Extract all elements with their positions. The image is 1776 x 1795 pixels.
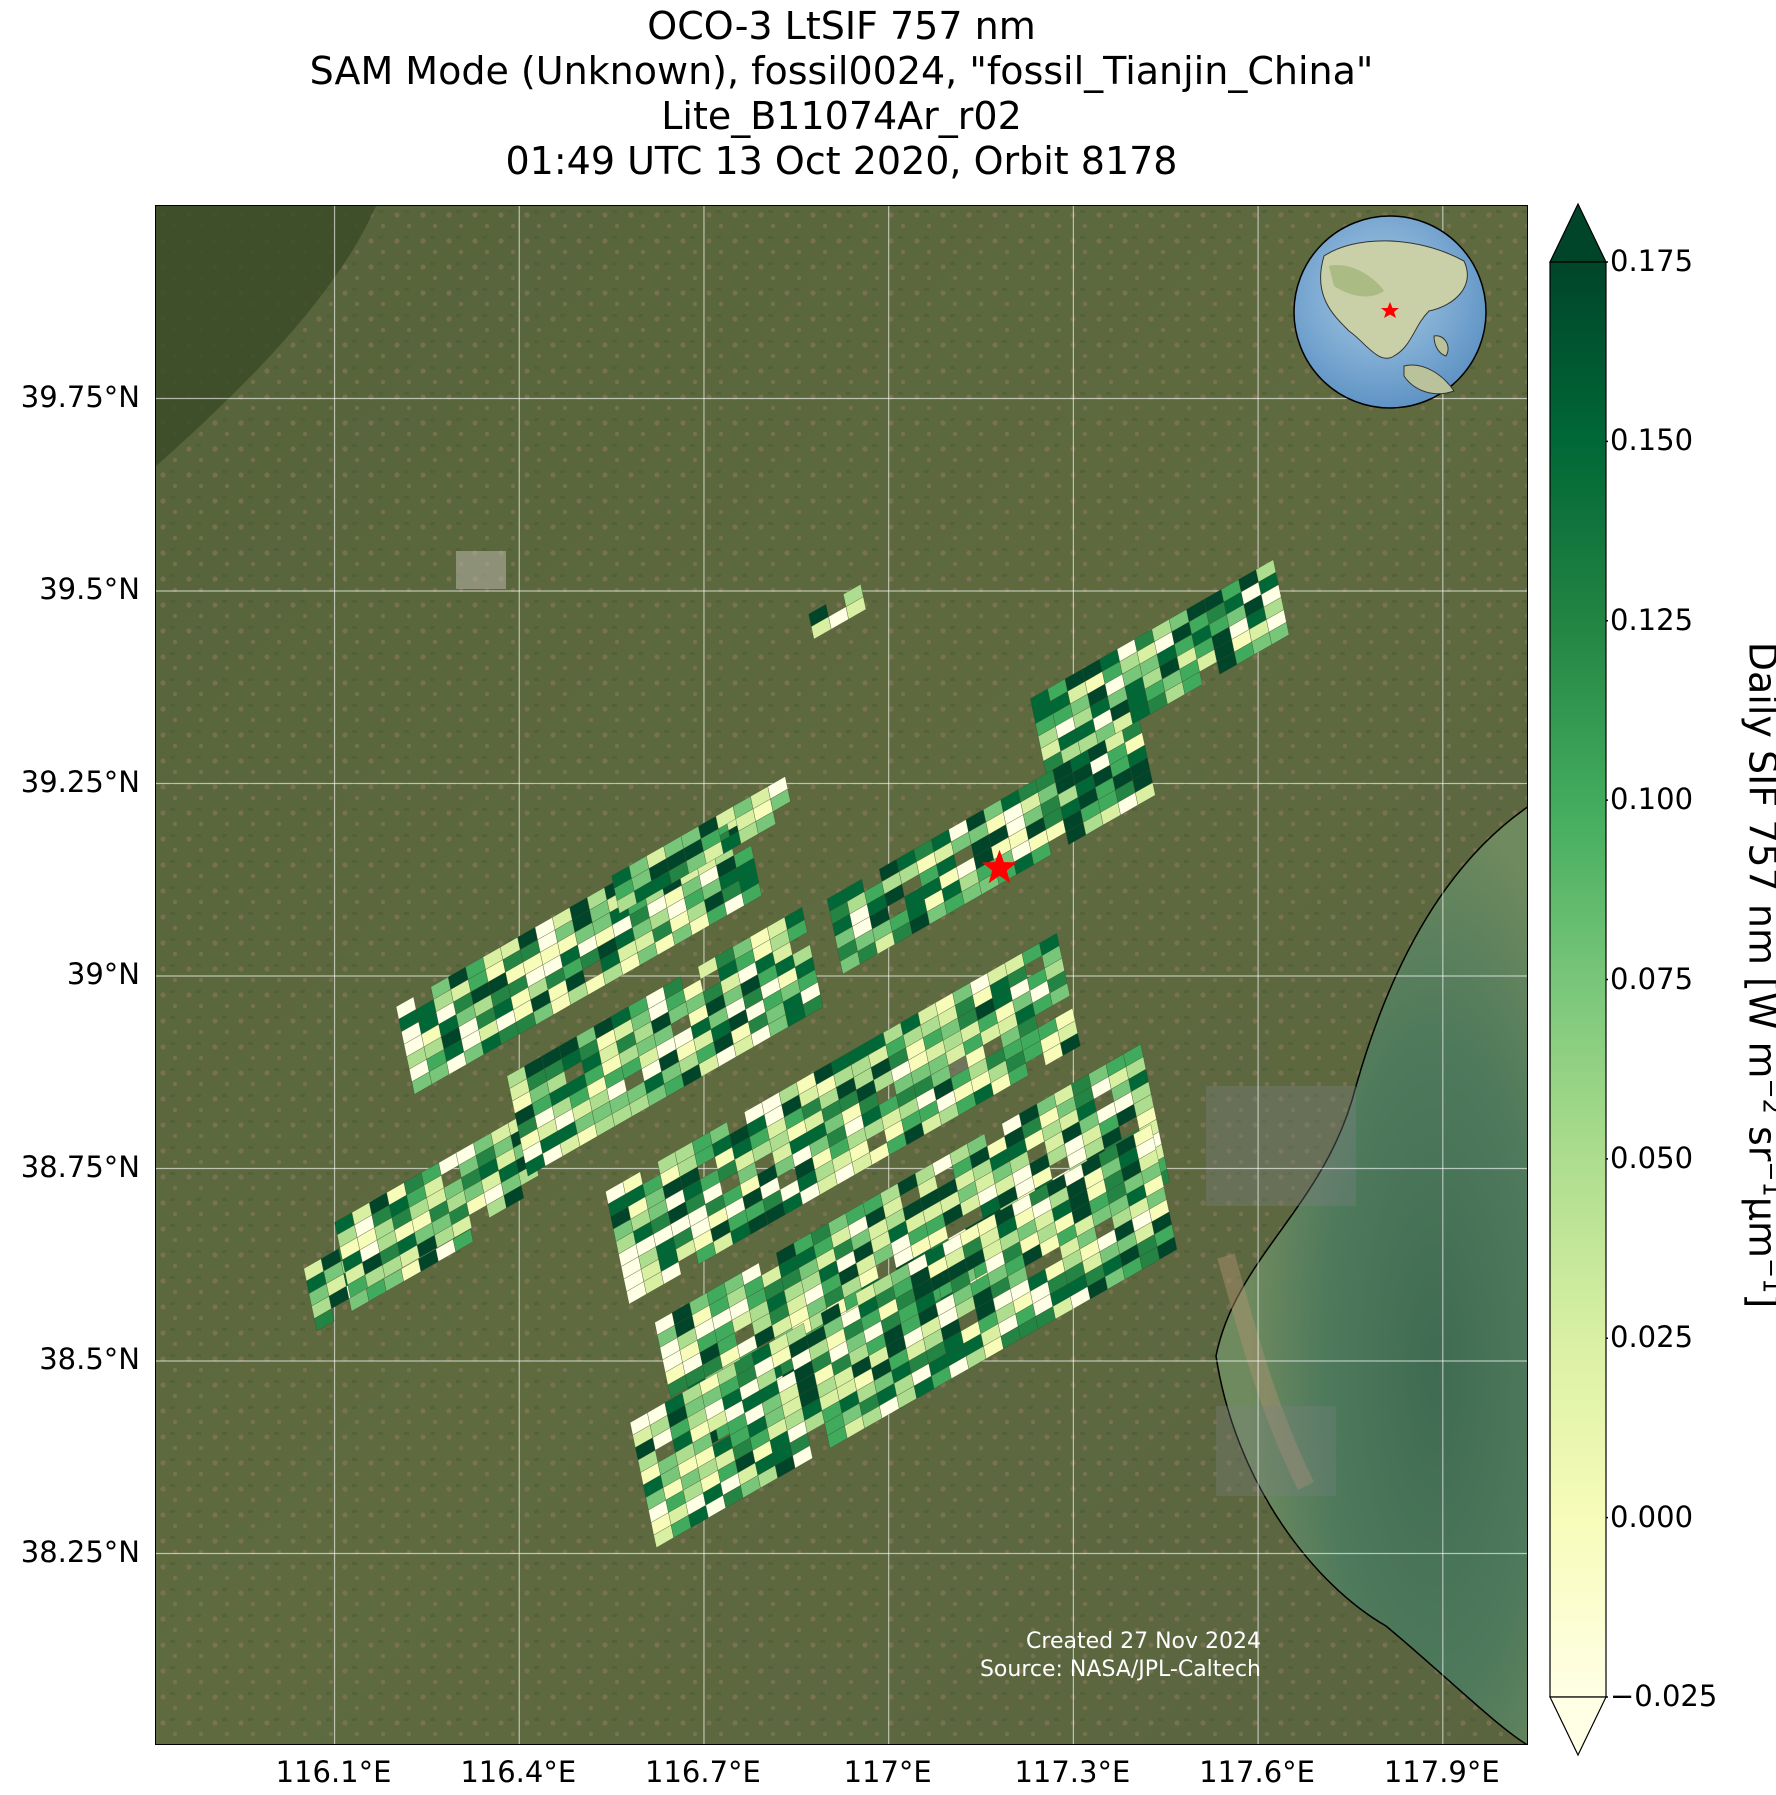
lon-tick-label: 116.7°E [645,1755,761,1789]
sif-pixel [1182,671,1203,695]
lat-tick-label: 38.5°N [39,1342,140,1376]
lat-tick-label: 39.5°N [39,572,140,606]
sif-pixel [503,1185,525,1209]
colorbar-title: Daily SIF 757 nm [W m−2 sr−1μm−1] [1740,641,1776,1308]
colorbar-tick-label: 0.000 [1610,1499,1694,1534]
colorbar-tick-label: 0.025 [1610,1320,1694,1355]
sif-pixel [1156,1236,1178,1260]
data-source: Source: NASA/JPL-Caltech [979,1657,1261,1682]
sif-pixel [314,1308,335,1332]
colorbar-tick-label: 0.125 [1610,602,1694,637]
sif-pixel [1008,1062,1029,1086]
sif-pixel [1268,621,1290,645]
lat-tick-label: 38.75°N [20,1149,140,1184]
lon-tick-label: 116.1°E [275,1755,392,1789]
map-gridlines [156,206,1527,1744]
colorbar-tick-label: −0.025 [1610,1679,1718,1713]
title-line-2: SAM Mode (Unknown), fossil0024, "fossil_… [309,49,1374,93]
title-line-3: Lite_B11074Ar_r02 [661,94,1022,138]
lat-tick-label: 39.25°N [20,764,140,799]
sif-pixel [1031,841,1052,865]
globe-inset [1293,215,1487,409]
lat-tick-label: 38.25°N [20,1534,140,1569]
colorbar-extend-bottom [1549,1696,1607,1757]
lat-tick-label: 39°N [66,957,140,991]
lon-tick-label: 117.9°E [1383,1755,1500,1789]
colorbar-tick-label: 0.050 [1610,1140,1694,1175]
colorbar-tick-label: 0.150 [1610,423,1694,458]
colorbar-extend-top [1549,202,1607,263]
colorbar-tick-label: 0.100 [1610,782,1694,817]
colorbar-tick-label: 0.175 [1610,244,1694,278]
sif-pixel [1049,982,1071,1006]
sif-pixel [1060,1032,1081,1056]
colorbar-gradient [1549,261,1607,1698]
created-date: Created 27 Nov 2024 [1026,1629,1261,1654]
sif-pixel [1135,782,1156,806]
map-svg [156,206,1527,1744]
credit-text: Created 27 Nov 2024 Source: NASA/JPL-Cal… [980,1628,1261,1684]
sif-pixel [661,1261,682,1285]
title-line-4: 01:49 UTC 13 Oct 2020, Orbit 8178 [505,139,1178,183]
sif-pixel [787,919,808,943]
chart-title: OCO-3 LtSIF 757 nm SAM Mode (Unknown), f… [155,4,1528,184]
sif-pixel [452,1228,474,1252]
satellite-background [156,206,1527,1744]
sif-pixel [755,811,776,835]
lon-tick-label: 117.3°E [1014,1755,1131,1789]
sif-pixel [451,1215,472,1239]
sif-pixel [741,882,762,906]
sif-pixel [792,1445,813,1469]
sif-pixel [770,788,791,812]
sif-pixel [845,596,867,620]
lat-tick-label: 39.75°N [20,379,140,414]
colorbar-tick-label: 0.075 [1610,961,1694,996]
colorbar [1549,202,1608,1757]
title-line-1: OCO-3 LtSIF 757 nm [647,4,1036,48]
lon-tick-label: 117°E [843,1755,932,1789]
target-star-marker [981,849,1018,884]
sif-pixel [802,994,824,1018]
lon-tick-label: 116.4°E [460,1755,577,1789]
lon-tick-label: 117.6°E [1199,1755,1316,1789]
map-panel: Created 27 Nov 2024 Source: NASA/JPL-Cal… [155,205,1528,1745]
sif-footprints [303,559,1290,1548]
